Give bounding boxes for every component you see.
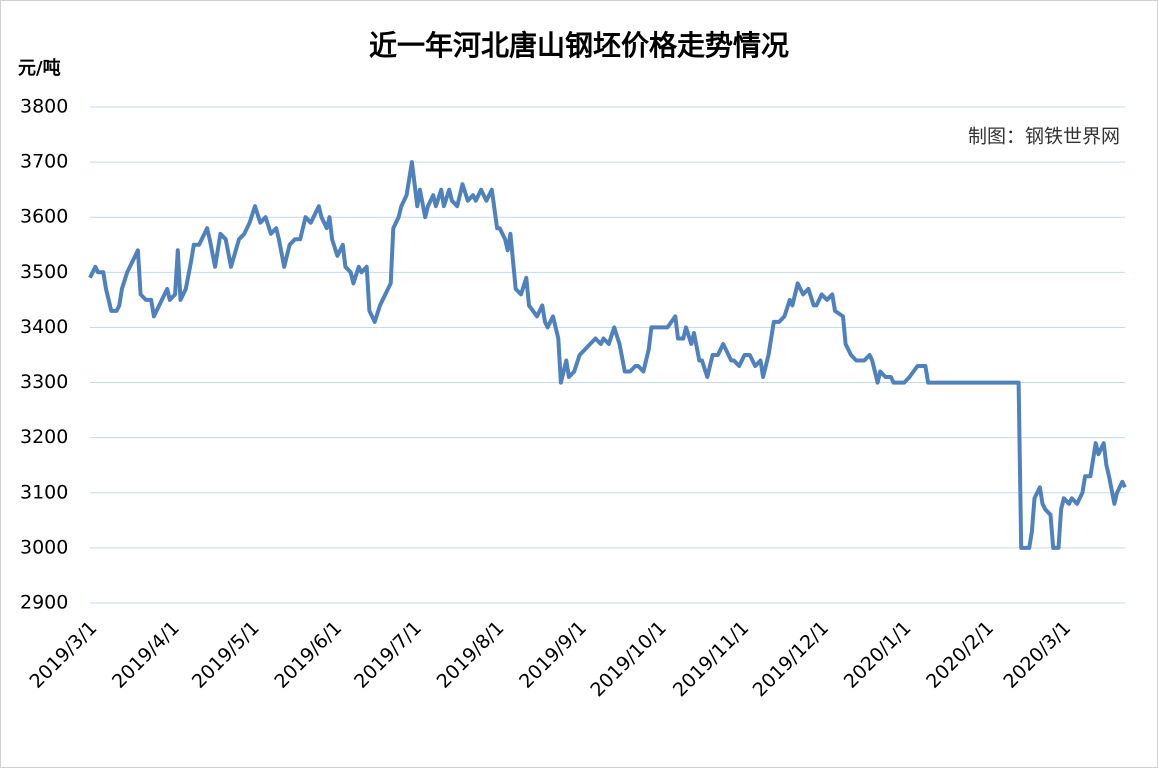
y-tick-label: 3300 xyxy=(20,371,68,393)
y-tick-label: 2900 xyxy=(20,592,68,614)
y-tick-label: 3100 xyxy=(20,481,68,503)
annotation: 制图：钢铁世界网 xyxy=(968,126,1120,148)
y-tick-label: 3200 xyxy=(20,426,68,448)
y-tick-label: 3400 xyxy=(20,316,68,338)
price-line xyxy=(88,160,1127,550)
y-tick-label: 3800 xyxy=(20,96,68,118)
y-tick-label: 3000 xyxy=(20,536,68,558)
chart-title: 近一年河北唐山钢坯价格走势情况 xyxy=(369,29,789,62)
y-tick-label: 3600 xyxy=(20,206,68,228)
y-tick-label: 3500 xyxy=(20,261,68,283)
y-axis-label: 元/吨 xyxy=(18,57,61,79)
y-tick-label: 3700 xyxy=(20,151,68,173)
